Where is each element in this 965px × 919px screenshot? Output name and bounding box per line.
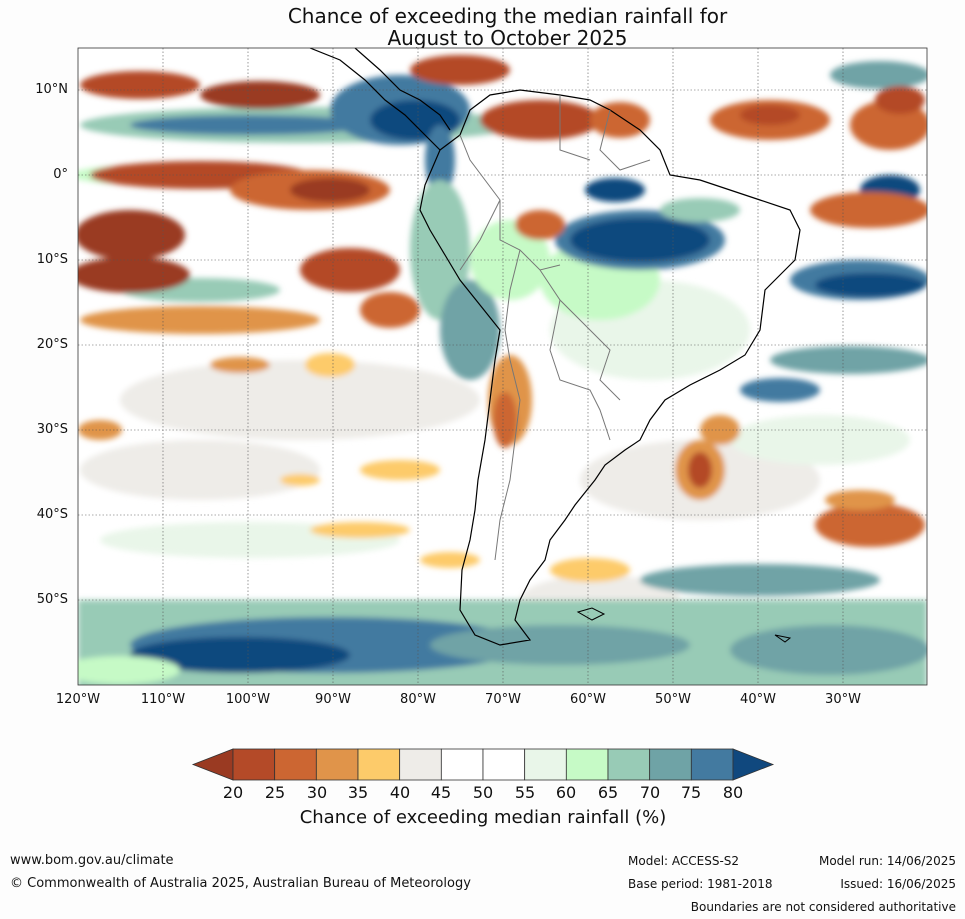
colorbar-tick: 55 xyxy=(514,783,536,802)
model-text: Model: ACCESS-S2 xyxy=(628,854,740,868)
lon-label-110w: 110°W xyxy=(140,692,186,707)
south-america-coastline xyxy=(419,89,801,646)
lat-label-0: 0° xyxy=(53,167,68,182)
lat-label-50s: 50°S xyxy=(36,592,68,607)
issued-text: Issued: 16/06/2025 xyxy=(840,877,956,891)
country-borders xyxy=(459,95,651,561)
colorbar-tick: 40 xyxy=(389,783,411,802)
website-link[interactable]: www.bom.gov.au/climate xyxy=(10,853,174,868)
colorbar-label: Chance of exceeding median rainfall (%) xyxy=(299,807,667,828)
lat-label-20s: 20°S xyxy=(36,337,68,352)
falkland-islands xyxy=(576,607,606,621)
model-run-text: Model run: 14/06/2025 xyxy=(818,854,956,868)
lon-label-40w: 40°W xyxy=(740,692,776,707)
lon-label-60w: 60°W xyxy=(570,692,606,707)
colorbar-extend-high xyxy=(732,748,775,781)
south-georgia xyxy=(774,634,792,643)
rainfall-probability-field xyxy=(78,55,927,685)
lon-label-80w: 80°W xyxy=(400,692,436,707)
colorbar-tick: 65 xyxy=(597,783,619,802)
lat-label-10s: 10°S xyxy=(36,252,68,267)
colorbar-cell xyxy=(440,748,484,781)
lon-label-30w: 30°W xyxy=(825,692,861,707)
colorbar-cell xyxy=(274,748,317,781)
colorbar-tick: 60 xyxy=(555,783,577,802)
lon-label-50w: 50°W xyxy=(655,692,691,707)
colorbar-tick: 45 xyxy=(430,783,452,802)
colorbar-cell xyxy=(607,748,651,781)
colorbar-cell xyxy=(315,748,359,781)
colorbar-tick: 20 xyxy=(222,783,244,802)
colorbar-cell xyxy=(482,748,526,781)
map-title-line2: August to October 2025 xyxy=(387,26,628,50)
colorbar-tick: 75 xyxy=(680,783,702,802)
colorbar-tick: 30 xyxy=(306,783,328,802)
colorbar-cell xyxy=(565,748,609,781)
colorbar-tick: 80 xyxy=(722,783,744,802)
colorbar-tick: 70 xyxy=(639,783,661,802)
colorbar-tick: 50 xyxy=(472,783,494,802)
copyright-text: © Commonwealth of Australia 2025, Austra… xyxy=(10,876,471,891)
graticule xyxy=(78,48,927,685)
base-period-text: Base period: 1981-2018 xyxy=(628,877,773,891)
colorbar-cell xyxy=(357,748,401,781)
colorbar-cell xyxy=(524,748,567,781)
colorbar-cell xyxy=(690,748,734,781)
lat-label-40s: 40°S xyxy=(36,507,68,522)
colorbar-cell xyxy=(399,748,442,781)
lon-label-90w: 90°W xyxy=(315,692,351,707)
map-frame xyxy=(77,47,928,686)
lat-label-10n: 10°N xyxy=(35,82,68,97)
disclaimer-text: Boundaries are not considered authoritat… xyxy=(690,900,956,914)
lon-label-70w: 70°W xyxy=(485,692,521,707)
colorbar-cell xyxy=(649,748,692,781)
colorbar-tick: 35 xyxy=(347,783,369,802)
lon-label-120w: 120°W xyxy=(55,692,101,707)
map-title-line1: Chance of exceeding the median rainfall … xyxy=(287,4,728,28)
colorbar-cell xyxy=(232,748,276,781)
rainfall-map xyxy=(77,47,928,686)
central-america-coastline xyxy=(309,48,451,151)
colorbar-extend-low xyxy=(191,748,234,781)
lat-label-30s: 30°S xyxy=(36,422,68,437)
colorbar-tick: 25 xyxy=(264,783,286,802)
lon-label-100w: 100°W xyxy=(225,692,271,707)
